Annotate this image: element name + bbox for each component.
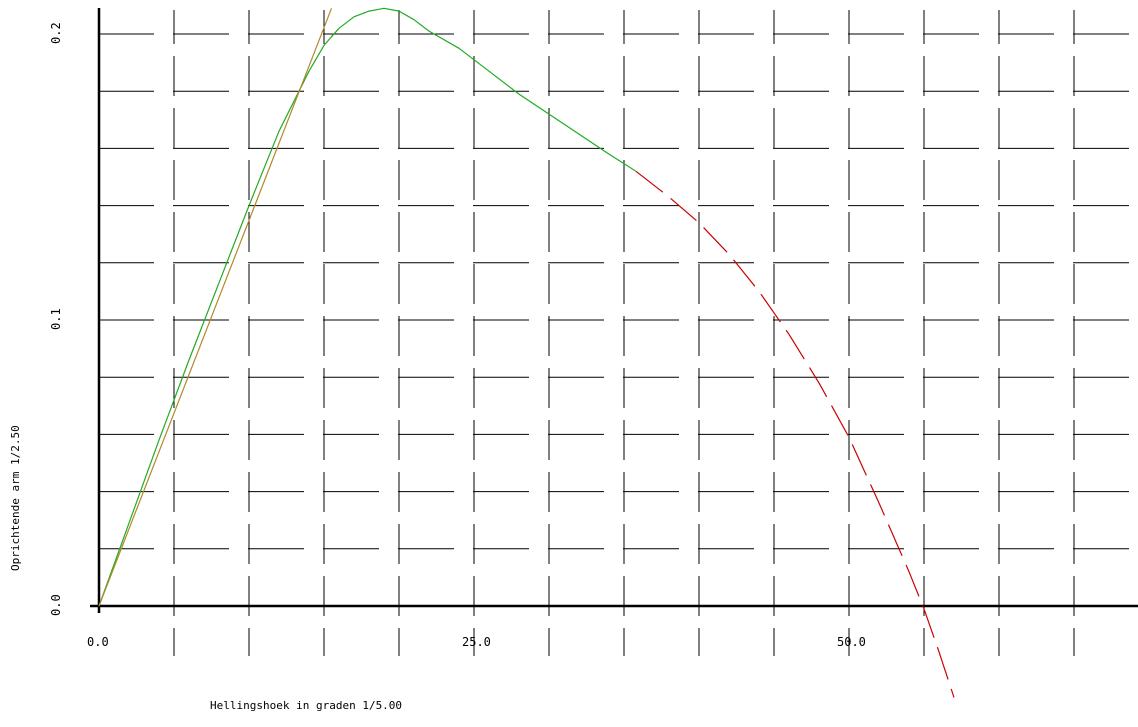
y-tick-label: 0.1 — [49, 308, 63, 330]
y-axis-label: Oprichtende arm 1/2.50 — [9, 425, 22, 571]
x-tick-label: 0.0 — [87, 635, 109, 649]
y-tick-label: 0.0 — [49, 594, 63, 616]
series-line-3 — [98, 8, 333, 607]
x-tick-label: 50.0 — [837, 635, 866, 649]
labels: Hellingshoek in graden 1/5.00 Oprichtend… — [9, 22, 866, 712]
x-axis-label: Hellingshoek in graden 1/5.00 — [210, 699, 402, 712]
x-tick-label: 25.0 — [462, 635, 491, 649]
series — [98, 7, 955, 698]
axes — [90, 8, 1138, 613]
series-line-2 — [635, 170, 955, 698]
series-line-1 — [98, 7, 637, 607]
grid — [88, 10, 1138, 656]
y-tick-label: 0.2 — [49, 22, 63, 44]
